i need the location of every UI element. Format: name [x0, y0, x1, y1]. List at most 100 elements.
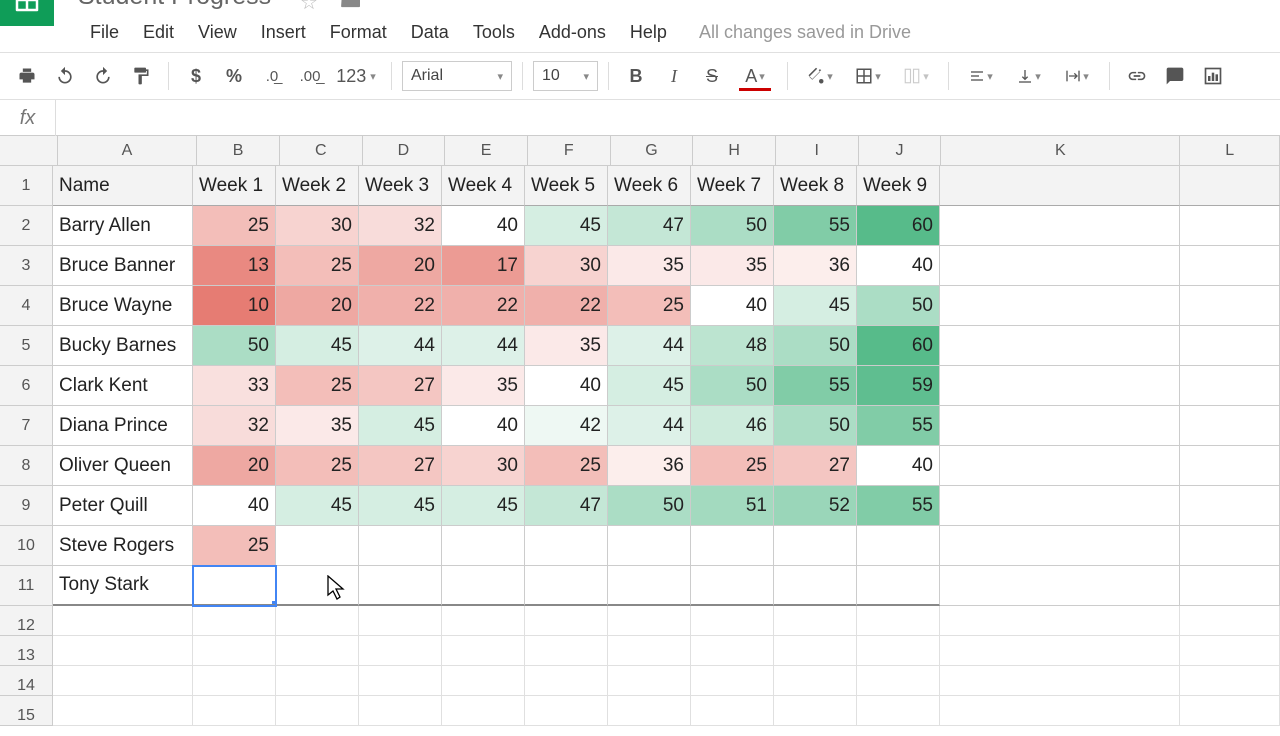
name-cell[interactable] [608, 696, 691, 726]
column-header-I[interactable]: I [776, 136, 859, 165]
name-cell[interactable]: Bucky Barnes [53, 326, 193, 366]
data-cell[interactable]: 40 [525, 366, 608, 406]
data-cell[interactable] [857, 526, 940, 566]
name-cell[interactable] [940, 526, 1180, 566]
name-cell[interactable] [857, 696, 940, 726]
data-cell[interactable]: 40 [857, 446, 940, 486]
name-cell[interactable] [857, 606, 940, 636]
data-cell[interactable] [359, 526, 442, 566]
data-cell[interactable]: 40 [691, 286, 774, 326]
name-cell[interactable] [193, 696, 276, 726]
menu-format[interactable]: Format [318, 16, 399, 49]
name-cell[interactable] [940, 286, 1180, 326]
name-cell[interactable] [774, 606, 857, 636]
data-cell[interactable]: 25 [525, 446, 608, 486]
text-color-button[interactable]: A▾ [733, 59, 777, 93]
name-cell[interactable] [1180, 636, 1280, 666]
data-cell[interactable] [359, 566, 442, 606]
row-header[interactable]: 2 [0, 206, 52, 246]
row-header[interactable]: 13 [0, 636, 52, 666]
name-cell[interactable]: Tony Stark [53, 566, 193, 606]
name-cell[interactable] [525, 636, 608, 666]
name-cell[interactable] [940, 486, 1180, 526]
data-cell[interactable]: 22 [525, 286, 608, 326]
data-cell[interactable]: 55 [857, 406, 940, 446]
row-header[interactable]: 10 [0, 526, 52, 566]
column-label[interactable]: Name [53, 166, 193, 206]
column-header-F[interactable]: F [528, 136, 611, 165]
name-cell[interactable] [53, 696, 193, 726]
name-cell[interactable] [1180, 446, 1280, 486]
name-cell[interactable] [525, 606, 608, 636]
name-cell[interactable] [1180, 366, 1280, 406]
name-cell[interactable] [442, 636, 525, 666]
column-header-A[interactable]: A [58, 136, 197, 165]
column-header-D[interactable]: D [363, 136, 446, 165]
name-cell[interactable] [1180, 406, 1280, 446]
data-cell[interactable]: 33 [193, 366, 276, 406]
name-cell[interactable] [53, 666, 193, 696]
name-cell[interactable] [442, 666, 525, 696]
data-cell[interactable] [774, 526, 857, 566]
italic-button[interactable]: I [657, 59, 691, 93]
data-cell[interactable]: 47 [525, 486, 608, 526]
column-header-K[interactable]: K [941, 136, 1180, 165]
undo-icon[interactable] [48, 59, 82, 93]
data-cell[interactable]: 20 [359, 246, 442, 286]
name-cell[interactable] [193, 606, 276, 636]
name-cell[interactable] [276, 636, 359, 666]
insert-link-icon[interactable] [1120, 59, 1154, 93]
data-cell[interactable]: 55 [774, 366, 857, 406]
column-header-J[interactable]: J [859, 136, 942, 165]
name-cell[interactable] [691, 606, 774, 636]
font-size-select[interactable]: 10▾ [533, 61, 598, 91]
data-cell[interactable]: 40 [857, 246, 940, 286]
menu-edit[interactable]: Edit [131, 16, 186, 49]
data-cell[interactable]: 35 [276, 406, 359, 446]
data-cell[interactable]: 25 [276, 446, 359, 486]
select-all-corner[interactable] [0, 136, 58, 165]
name-cell[interactable] [940, 406, 1180, 446]
data-cell[interactable] [857, 566, 940, 606]
name-cell[interactable] [1180, 606, 1280, 636]
name-cell[interactable] [525, 666, 608, 696]
format-currency-button[interactable]: $ [179, 59, 213, 93]
name-cell[interactable] [1180, 666, 1280, 696]
name-cell[interactable] [940, 326, 1180, 366]
data-cell[interactable]: 30 [276, 206, 359, 246]
name-cell[interactable] [193, 636, 276, 666]
data-cell[interactable]: 50 [691, 206, 774, 246]
name-cell[interactable] [774, 636, 857, 666]
name-cell[interactable] [940, 666, 1180, 696]
name-cell[interactable] [442, 606, 525, 636]
name-cell[interactable]: Peter Quill [53, 486, 193, 526]
name-cell[interactable] [442, 696, 525, 726]
menu-view[interactable]: View [186, 16, 249, 49]
font-family-select[interactable]: Arial▾ [402, 61, 512, 91]
name-cell[interactable] [608, 636, 691, 666]
name-cell[interactable] [1180, 566, 1280, 606]
increase-decimal-button[interactable]: .00̲ [293, 59, 327, 93]
column-label[interactable]: Week 2 [276, 166, 359, 206]
column-header-E[interactable]: E [445, 136, 528, 165]
data-cell[interactable]: 30 [442, 446, 525, 486]
data-cell[interactable] [691, 566, 774, 606]
redo-icon[interactable] [86, 59, 120, 93]
name-cell[interactable] [774, 666, 857, 696]
data-cell[interactable]: 25 [276, 366, 359, 406]
row-header[interactable]: 14 [0, 666, 52, 696]
menu-help[interactable]: Help [618, 16, 679, 49]
name-cell[interactable]: Diana Prince [53, 406, 193, 446]
merge-cells-button[interactable]: ▾ [894, 59, 938, 93]
name-cell[interactable] [359, 606, 442, 636]
data-cell[interactable]: 45 [608, 366, 691, 406]
column-label[interactable] [1180, 166, 1280, 206]
name-cell[interactable] [359, 636, 442, 666]
data-cell[interactable]: 55 [774, 206, 857, 246]
data-cell[interactable]: 52 [774, 486, 857, 526]
data-cell[interactable]: 44 [608, 326, 691, 366]
name-cell[interactable] [940, 246, 1180, 286]
name-cell[interactable] [857, 666, 940, 696]
name-cell[interactable] [1180, 696, 1280, 726]
data-cell[interactable] [442, 566, 525, 606]
